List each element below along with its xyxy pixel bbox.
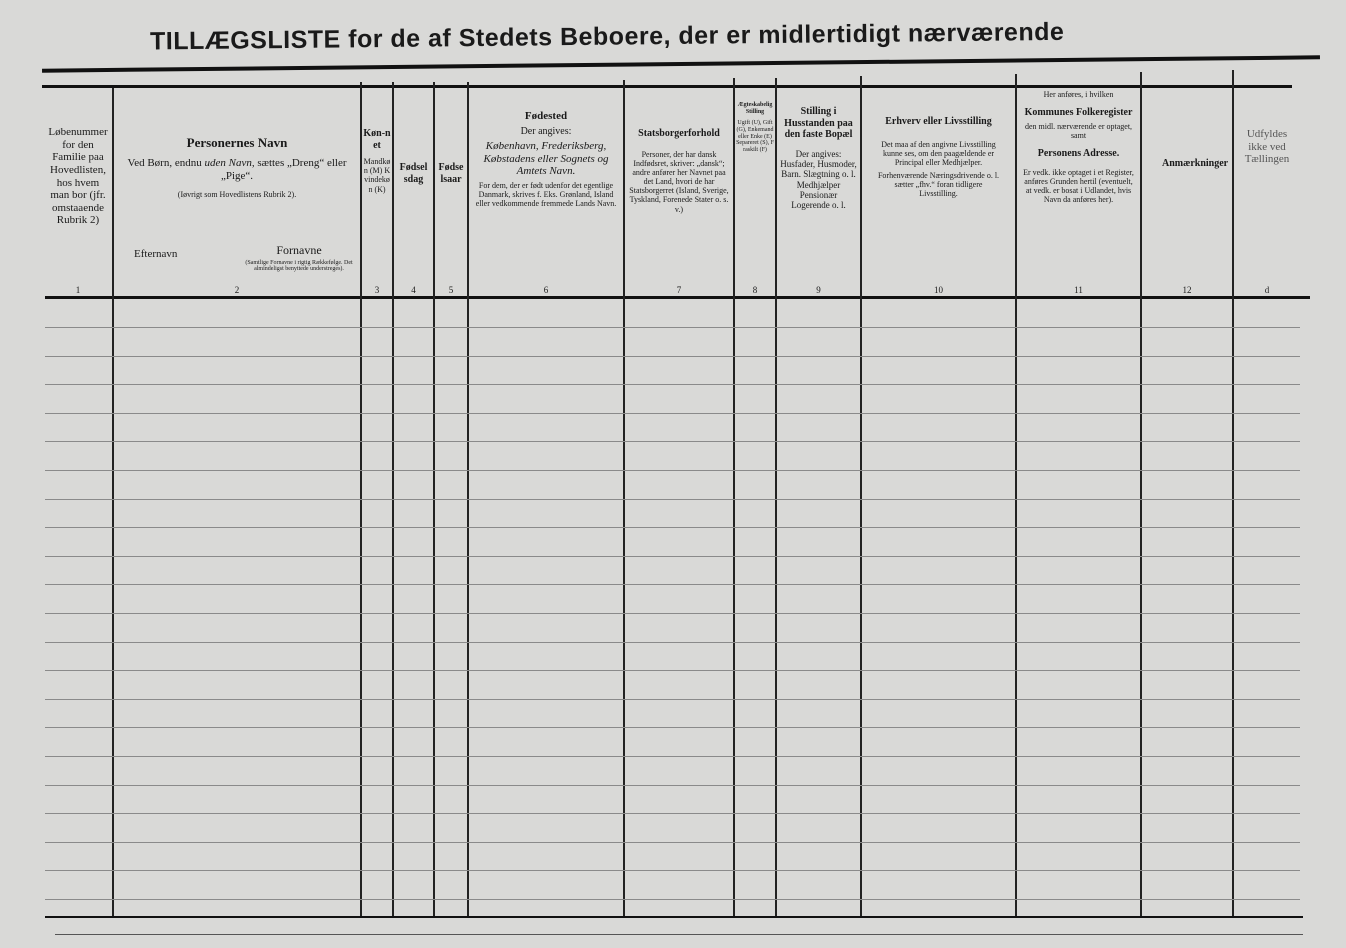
col-12-header: Anmærkninger 12 — [1142, 90, 1232, 295]
entry-row-line — [45, 756, 1300, 757]
col-2-text-italic: uden Navn, — [204, 156, 255, 169]
column-divider — [775, 78, 777, 918]
col-5-header: Fødselsaar 5 — [435, 90, 467, 295]
col-number: 8 — [752, 284, 758, 295]
col-9-text: Der angives: Husfader, Husmoder, Barn. S… — [780, 148, 857, 211]
col-10-text1: Det maa af den angivne Livsstilling kunn… — [881, 139, 996, 167]
col-3-heading: Køn-net — [363, 128, 391, 151]
column-divider — [1140, 72, 1142, 918]
col-number: 12 — [1182, 284, 1192, 295]
header-bottom-rule — [45, 296, 1310, 299]
entry-row-line — [45, 641, 1300, 643]
column-divider — [1015, 74, 1017, 918]
col-d-text: Udfyldes ikke ved Tællingen — [1244, 128, 1290, 166]
col-1-header: Løbenummer for den Familie paa Hovedlist… — [44, 90, 112, 295]
entry-row-line — [45, 813, 1300, 815]
col-10-header: Erhverv eller Livsstilling Det maa af de… — [862, 90, 1015, 295]
col-6-text2: København, Frederiksberg, Købstadens ell… — [483, 140, 609, 178]
col-11-header: Her anføres, i hvilken Kommunes Folkereg… — [1017, 90, 1140, 295]
col-number: 6 — [543, 284, 549, 295]
col-number: 7 — [676, 284, 682, 295]
col-6-heading: Fødested — [524, 110, 568, 122]
col-number: 1 — [75, 284, 81, 295]
entry-row-line — [45, 527, 1300, 529]
entry-row-line — [45, 841, 1300, 843]
col-4-header: Fødselsdag 4 — [394, 90, 433, 295]
col-number: 11 — [1074, 284, 1083, 295]
entry-row-line — [45, 327, 1300, 328]
entry-row-line — [45, 899, 1300, 900]
col-2-sub-note: (Samtlige Fornavne i rigtig Rækkefølge. … — [245, 260, 353, 272]
table-bottom-rule — [45, 916, 1303, 918]
column-divider — [392, 82, 394, 918]
column-divider — [467, 82, 469, 918]
column-divider — [733, 78, 735, 918]
entry-row-line — [45, 727, 1300, 729]
col-number: d — [1264, 284, 1270, 295]
entry-row-line — [45, 441, 1300, 443]
col-2-note: (Iøvrigt som Hovedlistens Rubrik 2). — [177, 190, 297, 200]
column-divider — [1232, 70, 1234, 918]
col-6-text3: For dem, der er født udenfor det egentli… — [475, 181, 617, 209]
header-top-rule — [42, 85, 1292, 88]
col-6-text1: Der angives: — [520, 125, 572, 137]
col-1-text: Løbenummer for den Familie paa Hovedlist… — [48, 126, 108, 227]
col-2-sub-fornavne: Fornavne — [276, 243, 322, 257]
col-6-header: Fødested Der angives: København, Frederi… — [469, 90, 623, 295]
col-11-pre: Her anføres, i hvilken — [1043, 90, 1114, 99]
col-3-header: Køn-net Mandkøn (M) Kvindekøn (K) 3 — [362, 90, 392, 295]
col-2-text: Ved Børn, endnu — [127, 156, 202, 169]
col-12-heading: Anmærkninger — [1162, 158, 1229, 169]
col-number: 10 — [934, 284, 943, 295]
col-number: 5 — [448, 284, 454, 295]
entry-row-line — [45, 384, 1300, 386]
col-number: 4 — [411, 284, 416, 295]
entry-row-line — [45, 670, 1300, 672]
entry-row-line — [45, 412, 1300, 414]
col-9-heading: Stilling i Husstanden paa den faste Bopæ… — [784, 106, 853, 140]
col-number: 9 — [816, 284, 821, 295]
entry-row-line — [45, 784, 1300, 786]
col-d-header: Udfyldes ikke ved Tællingen d — [1234, 90, 1300, 295]
col-11-heading: Kommunes Folkeregister — [1024, 107, 1133, 119]
column-divider — [860, 76, 862, 918]
entry-row-line — [45, 498, 1300, 500]
col-8-text: Ugift (U), Gift (G), Enkemand eller Enke… — [736, 119, 774, 154]
entry-row-line — [45, 613, 1300, 614]
col-10-text2: Forhenværende Næringsdrivende o. l. sætt… — [877, 171, 1000, 199]
col-7-heading: Statsborgerforhold — [638, 128, 720, 139]
entry-row-line — [45, 584, 1300, 586]
col-11-text2: Er vedk. ikke optaget i et Register, anf… — [1023, 167, 1134, 205]
col-4-heading: Fødselsdag — [399, 162, 428, 185]
column-divider — [360, 82, 362, 918]
form-title: TILLÆGSLISTE for de af Stedets Beboere, … — [149, 17, 1065, 56]
col-3-text: Mandkøn (M) Kvindekøn (K) — [363, 157, 391, 194]
col-9-header: Stilling i Husstanden paa den faste Bopæ… — [777, 90, 860, 295]
column-divider — [112, 88, 114, 918]
col-8-header: Ægteskabelig Stilling Ugift (U), Gift (G… — [735, 90, 775, 295]
col-2-text-end: sættes „Dreng“ eller „Pige“. — [220, 156, 347, 182]
col-number: 3 — [374, 284, 380, 295]
entry-row-line — [45, 355, 1300, 357]
entry-row-line — [45, 698, 1300, 700]
title-rule — [42, 55, 1320, 73]
entry-row-line — [45, 870, 1300, 872]
col-7-header: Statsborgerforhold Personer, der har dan… — [625, 90, 733, 295]
col-8-heading: Ægteskabelig Stilling — [737, 102, 773, 115]
col-11-heading2: Personens Adresse. — [1037, 148, 1120, 160]
col-number: 2 — [234, 284, 240, 295]
page-bottom-rule — [55, 934, 1303, 935]
col-2-sub-efternavn: Efternavn — [134, 248, 178, 260]
col-10-heading: Erhverv eller Livsstilling — [885, 116, 992, 127]
col-2-heading: Personernes Navn — [186, 135, 288, 150]
entry-row-line — [45, 555, 1300, 557]
col-2-header: Personernes Navn Ved Børn, endnu uden Na… — [114, 90, 360, 295]
col-7-text: Personer, der har dansk Indfødsret, skri… — [629, 149, 729, 214]
entry-row-line — [45, 470, 1300, 471]
col-5-heading: Fødselsaar — [438, 162, 464, 185]
col-11-text1: den midl. nærværende er optaget, samt — [1024, 121, 1133, 140]
column-divider — [433, 82, 435, 918]
